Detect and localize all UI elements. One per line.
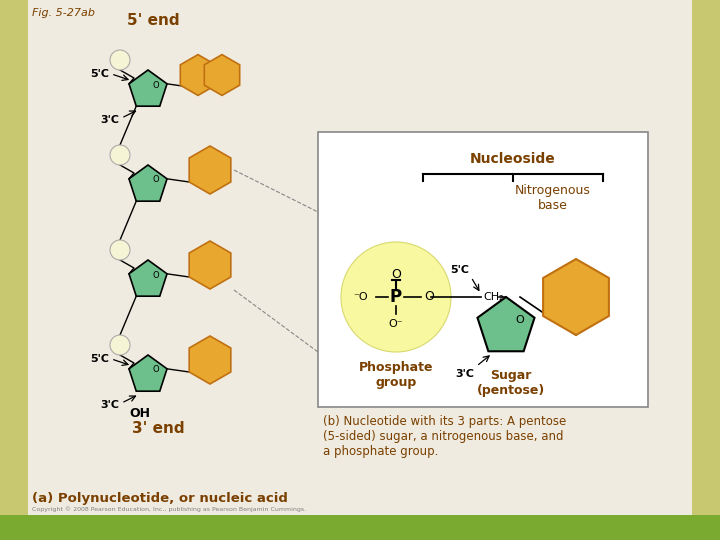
- Polygon shape: [129, 70, 167, 106]
- Polygon shape: [189, 241, 231, 289]
- Text: Phosphate
group: Phosphate group: [359, 361, 433, 389]
- Text: (b) Nucleotide with its 3 parts: A pentose
(5-sided) sugar, a nitrogenous base, : (b) Nucleotide with its 3 parts: A pento…: [323, 415, 566, 458]
- Text: 3'C: 3'C: [100, 400, 120, 410]
- Text: 5'C: 5'C: [90, 69, 109, 79]
- Text: OH: OH: [130, 407, 150, 420]
- Text: O⁻: O⁻: [389, 319, 403, 329]
- Polygon shape: [543, 259, 609, 335]
- Polygon shape: [189, 146, 231, 194]
- Text: 3'C: 3'C: [455, 369, 474, 379]
- Text: 5' end: 5' end: [127, 13, 179, 28]
- Polygon shape: [204, 55, 240, 96]
- Bar: [318, 132, 648, 407]
- Bar: [0, 0, 28, 515]
- Polygon shape: [189, 336, 231, 384]
- Polygon shape: [477, 297, 534, 352]
- Text: O: O: [516, 315, 524, 325]
- Text: O: O: [153, 271, 159, 280]
- Bar: [0, 515, 720, 540]
- Text: P: P: [390, 288, 402, 306]
- Text: Nitrogenous
base: Nitrogenous base: [515, 184, 591, 212]
- Text: Fig. 5-27ab: Fig. 5-27ab: [32, 8, 95, 18]
- Text: O: O: [153, 80, 159, 90]
- Text: O: O: [153, 366, 159, 375]
- Circle shape: [110, 145, 130, 165]
- Text: 3' end: 3' end: [132, 421, 184, 436]
- Text: CH₂: CH₂: [483, 292, 503, 302]
- Text: ⁻O: ⁻O: [354, 292, 368, 302]
- Text: Copyright © 2008 Pearson Education, Inc., publishing as Pearson Benjamin Cumming: Copyright © 2008 Pearson Education, Inc.…: [32, 506, 306, 511]
- Text: 5'C: 5'C: [450, 265, 469, 275]
- Text: Nucleoside: Nucleoside: [470, 152, 556, 166]
- Polygon shape: [129, 165, 167, 201]
- Text: O: O: [153, 176, 159, 185]
- Polygon shape: [129, 260, 167, 296]
- Text: O: O: [391, 268, 401, 281]
- Text: O: O: [424, 291, 434, 303]
- Bar: [692, 0, 720, 515]
- Circle shape: [110, 335, 130, 355]
- Circle shape: [110, 240, 130, 260]
- Polygon shape: [129, 355, 167, 391]
- Text: Sugar
(pentose): Sugar (pentose): [477, 369, 545, 397]
- Text: 3'C: 3'C: [100, 115, 120, 125]
- Circle shape: [110, 50, 130, 70]
- Polygon shape: [180, 55, 216, 96]
- Text: (a) Polynucleotide, or nucleic acid: (a) Polynucleotide, or nucleic acid: [32, 492, 288, 505]
- Circle shape: [341, 242, 451, 352]
- Text: 5'C: 5'C: [90, 354, 109, 364]
